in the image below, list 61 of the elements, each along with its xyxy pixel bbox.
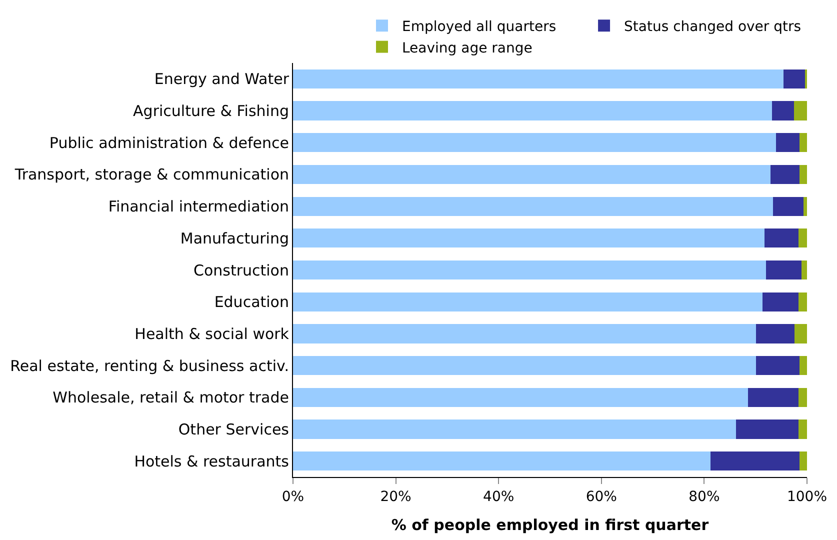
bar [764,228,798,248]
bar [293,388,748,407]
bar [799,452,807,471]
bar [762,292,798,312]
y-tick-label: Transport, storage & communication [14,166,289,184]
x-tick-label: 20% [380,488,412,505]
bar [293,260,766,280]
bar [293,452,710,471]
legend-label: Status changed over qtrs [624,19,802,36]
bar [799,133,807,152]
bar [293,101,772,120]
bar [756,356,800,376]
y-tick-label: Financial intermediation [108,198,289,216]
x-tick-label: 0% [282,488,304,505]
bar [756,324,795,344]
x-tick-label: 100% [786,488,828,505]
bar [803,196,807,216]
x-axis-title: % of people employed in first quarter [391,516,710,534]
bar [772,101,794,120]
y-tick-label: Manufacturing [180,229,289,248]
bar [293,196,774,216]
y-tick-label: Construction [193,261,289,280]
y-tick-label: Energy and Water [154,70,290,88]
bar [776,133,800,152]
bar [798,228,807,248]
x-tick-label: 80% [688,488,720,505]
bar [293,164,771,184]
bar [293,292,762,312]
x-tick-label: 60% [586,488,617,505]
bar [798,292,807,312]
y-tick-label: Wholesale, retail & motor trade [52,388,289,407]
bar [773,196,804,216]
y-tick-label: Agriculture & Fishing [133,102,289,120]
y-tick-label: Hotels & restaurants [134,452,290,470]
bar [798,388,807,407]
bar [770,164,800,184]
bar [801,260,807,280]
bar [798,420,807,439]
bar [293,69,784,88]
bar [293,228,764,248]
bar [794,324,807,344]
bar [766,260,802,280]
bar [748,388,798,407]
y-tick-label: Real estate, renting & business activ. [10,356,289,375]
bar [799,356,807,376]
y-tick-label: Health & social work [134,324,290,343]
bar [799,164,807,184]
bar [293,133,776,152]
y-tick-label: Public administration & defence [49,134,289,152]
bar [783,69,805,88]
y-tick-label: Education [214,293,289,312]
bar [794,101,807,120]
legend-label: Employed all quarters [402,19,556,36]
x-tick-label: 40% [483,488,514,505]
bar [710,452,800,471]
bar [736,420,798,439]
y-tick-label: Other Services [178,420,290,438]
bar [293,324,756,344]
legend-label: Leaving age range [402,40,532,56]
bar [293,356,756,376]
bar [293,420,736,439]
